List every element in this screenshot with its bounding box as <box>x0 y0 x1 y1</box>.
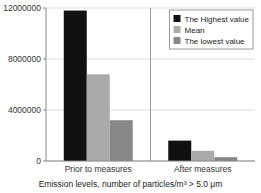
legend-label: The Highest value <box>185 15 250 24</box>
legend-frame <box>170 10 253 49</box>
y-axis <box>46 8 47 161</box>
y-tick-label: 8000000 <box>8 54 41 64</box>
x-tick-label: After measures <box>174 164 232 174</box>
chart: 0 4000000 8000000 12000000 Prior to measures… <box>0 0 261 193</box>
bar <box>110 120 133 161</box>
x-tick-label: Prior to measures <box>65 164 132 174</box>
bar <box>64 11 87 161</box>
bar <box>191 151 214 161</box>
y-tick-label: 0 <box>36 156 41 166</box>
legend-label: The lowest value <box>185 37 246 46</box>
legend-swatch <box>174 26 181 33</box>
y-tick-label: 4000000 <box>8 105 41 115</box>
legend-swatch <box>174 37 181 44</box>
bar <box>87 74 110 161</box>
x-label: Emission levels, number of particles/m³ … <box>39 179 223 189</box>
legend: The Highest value Mean The lowest value <box>170 10 253 49</box>
divider <box>150 8 151 161</box>
bar <box>214 157 237 161</box>
bar <box>168 141 191 161</box>
x-axis <box>46 161 255 162</box>
legend-swatch <box>174 15 181 22</box>
grid-line <box>46 161 255 162</box>
legend-label: Mean <box>185 26 205 35</box>
y-tick-label: 12000000 <box>3 3 41 13</box>
